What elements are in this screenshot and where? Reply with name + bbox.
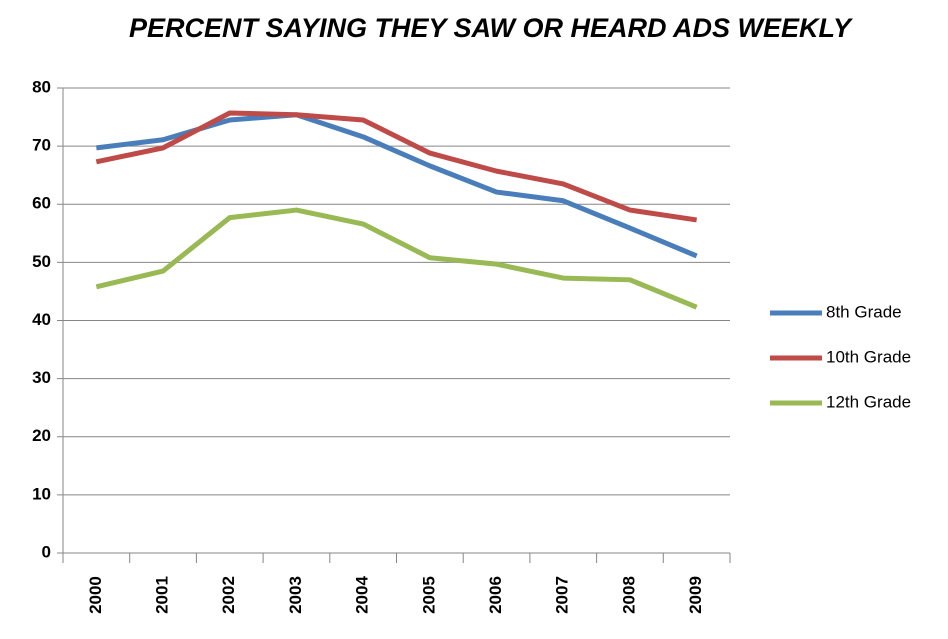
series-line	[95, 207, 698, 310]
x-tick-label: 2009	[686, 576, 705, 614]
y-tick-label: 30	[32, 368, 51, 387]
x-tick-label: 2001	[153, 576, 172, 614]
legend-label: 12th Grade	[826, 392, 911, 411]
x-tick-label: 2008	[619, 576, 638, 614]
x-tick-label: 2005	[419, 576, 438, 614]
x-tick-label: 2007	[553, 576, 572, 614]
x-tick-label: 2000	[86, 576, 105, 614]
y-tick-label: 40	[32, 310, 51, 329]
legend-label: 10th Grade	[826, 347, 911, 366]
x-tick-label: 2004	[353, 576, 372, 614]
y-tick-label: 10	[32, 484, 51, 503]
y-tick-label: 0	[42, 542, 51, 561]
y-tick-label: 20	[32, 426, 51, 445]
series-line	[95, 110, 698, 223]
y-tick-label: 60	[32, 194, 51, 213]
y-tick-label: 80	[32, 77, 51, 96]
y-tick-label: 70	[32, 136, 51, 155]
chart-title: PERCENT SAYING THEY SAW OR HEARD ADS WEE…	[129, 13, 854, 43]
x-tick-label: 2002	[219, 576, 238, 614]
x-tick-label: 2003	[286, 576, 305, 614]
legend-label: 8th Grade	[826, 302, 902, 321]
y-tick-label: 50	[32, 252, 51, 271]
x-tick-label: 2006	[486, 576, 505, 614]
